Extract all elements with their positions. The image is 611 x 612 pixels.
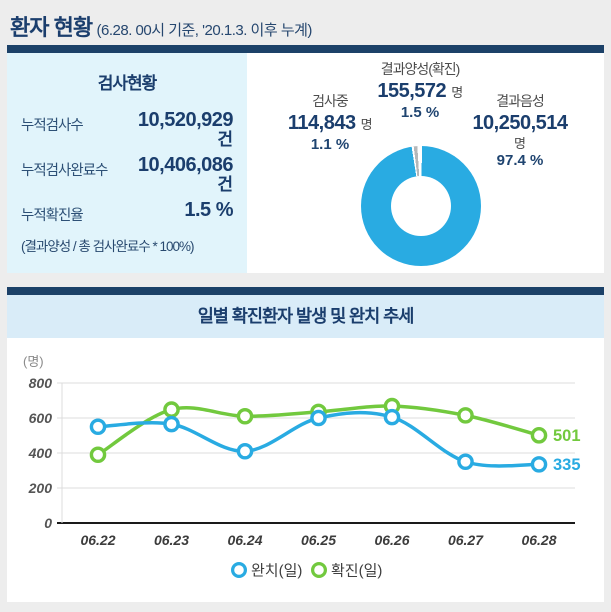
svg-text:06.23: 06.23 <box>154 532 189 548</box>
row-value: 1.5 % <box>184 198 233 221</box>
row-unit: 건 <box>217 130 233 149</box>
donut-label-testing: 검사중 114,843 명 1.1 % <box>287 93 373 153</box>
row-value: 10,520,929 <box>137 109 234 131</box>
svg-text:0: 0 <box>44 515 52 531</box>
data-point <box>530 427 548 444</box>
chart-svg: 800 600 400 200 0 (명) 06.22 06.23 06.24 06.25 06.2… <box>23 354 581 580</box>
svg-text:200: 200 <box>28 480 53 496</box>
svg-text:06.28: 06.28 <box>521 532 556 548</box>
test-row-completed: 누적검사완료수 10,406,086 건 <box>21 153 234 194</box>
test-status-title: 검사현황 <box>97 74 158 93</box>
donut-hole <box>391 176 451 236</box>
svg-text:06.25: 06.25 <box>301 532 336 548</box>
trend-panel: 일별 확진환자 발생 및 완치 추세 800 600 400 200 0 (명) 06.22… <box>7 295 604 602</box>
data-point <box>457 407 474 424</box>
test-status-panel: 검사현황 누적검사수 10,520,929 건 누적검사완료수 10,406,0… <box>7 53 247 273</box>
svg-text:600: 600 <box>29 410 53 426</box>
svg-text:400: 400 <box>28 445 53 461</box>
page-title: 환자 현황 <box>10 15 93 40</box>
donut-label-positive: 결과양성(확진) 155,572 명 1.5 % <box>377 61 463 121</box>
data-point <box>310 409 327 427</box>
svg-text:800: 800 <box>29 375 53 391</box>
svg-text:06.24: 06.24 <box>227 532 262 548</box>
svg-text:06.27: 06.27 <box>448 532 484 548</box>
data-point <box>163 401 180 418</box>
data-point <box>530 456 548 473</box>
row-label: 누적검사완료수 <box>21 162 108 179</box>
page-header: 환자 현황 (6.28. 00시 기준, '20.1.3. 이후 누계) <box>10 10 605 42</box>
test-row-positive-rate: 누적확진율 1.5 % <box>21 198 233 225</box>
data-point <box>236 442 254 460</box>
data-point <box>89 446 107 464</box>
section-divider-bar <box>7 287 604 295</box>
legend-label: 완치(일) <box>251 563 302 580</box>
row-unit: 건 <box>217 174 233 194</box>
data-point <box>457 453 474 471</box>
page-subtitle: (6.28. 00시 기준, '20.1.3. 이후 누계) <box>96 22 313 39</box>
trend-chart: 800 600 400 200 0 (명) 06.22 06.23 06.24 06.25 06.2… <box>7 338 604 602</box>
data-point <box>89 418 107 436</box>
donut-chart <box>361 146 481 266</box>
legend-marker-icon <box>311 562 328 579</box>
row-label: 누적확진율 <box>21 207 84 224</box>
test-status-footnote: (결과양성 / 총 검사완료수 * 100%) <box>21 238 194 254</box>
data-point <box>383 408 401 426</box>
legend-marker-icon <box>231 562 248 579</box>
header-divider-bar <box>7 45 604 53</box>
svg-text:06.22: 06.22 <box>80 532 115 548</box>
test-row-total: 누적검사수 10,520,929 건 <box>21 109 234 149</box>
row-label: 누적검사수 <box>21 118 84 134</box>
row-value: 10,406,086 <box>137 153 234 176</box>
svg-text:06.26: 06.26 <box>374 532 409 548</box>
data-point <box>163 415 180 433</box>
donut-label-negative: 결과음성 10,250,514 명 97.4 % <box>472 93 568 169</box>
data-point <box>236 407 254 425</box>
legend-label: 확진(일) <box>331 563 382 580</box>
trend-chart-title: 일별 확진환자 발생 및 완치 추세 <box>7 295 604 338</box>
svg-text:(명): (명) <box>23 354 44 369</box>
series-end-label: 335 <box>553 456 581 474</box>
status-panel: 검사현황 누적검사수 10,520,929 건 누적검사완료수 10,406,0… <box>7 53 604 273</box>
series-end-label: 501 <box>553 427 581 445</box>
donut-chart-area: 결과양성(확진) 155,572 명 1.5 % 검사중 114,843 명 1… <box>247 53 604 273</box>
